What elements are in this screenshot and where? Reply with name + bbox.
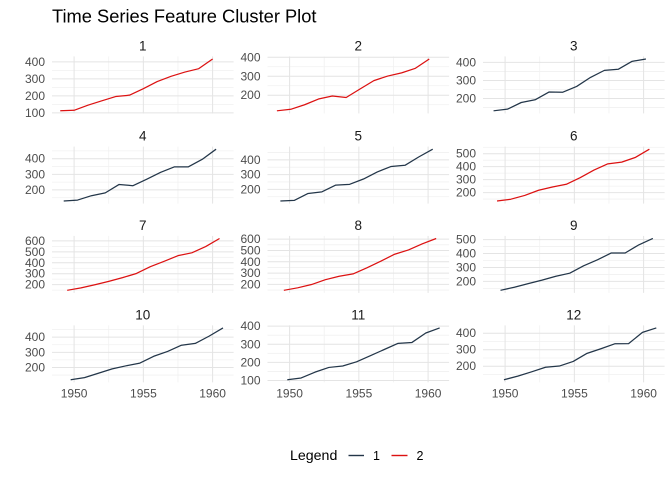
svg-text:200: 200 [456, 359, 476, 373]
svg-text:400: 400 [25, 330, 45, 344]
svg-text:3: 3 [570, 38, 578, 53]
svg-text:2: 2 [417, 449, 424, 463]
svg-text:1955: 1955 [130, 386, 157, 400]
svg-text:400: 400 [456, 55, 476, 69]
svg-text:1960: 1960 [630, 386, 657, 400]
svg-text:10: 10 [135, 307, 150, 322]
svg-text:5: 5 [355, 129, 363, 144]
svg-text:200: 200 [240, 88, 260, 102]
svg-text:1950: 1950 [276, 386, 303, 400]
svg-text:1: 1 [373, 449, 380, 463]
svg-text:1960: 1960 [415, 386, 442, 400]
svg-text:1960: 1960 [199, 386, 226, 400]
svg-text:100: 100 [240, 373, 260, 387]
svg-text:300: 300 [240, 168, 260, 182]
svg-text:400: 400 [240, 255, 260, 269]
svg-text:1955: 1955 [561, 386, 588, 400]
svg-text:400: 400 [25, 152, 45, 166]
svg-text:300: 300 [25, 345, 45, 359]
svg-text:200: 200 [240, 182, 260, 196]
svg-text:300: 300 [456, 343, 476, 357]
svg-text:9: 9 [570, 218, 578, 233]
svg-text:300: 300 [456, 173, 476, 187]
svg-text:1950: 1950 [61, 386, 88, 400]
svg-text:400: 400 [240, 153, 260, 167]
svg-text:400: 400 [25, 256, 45, 270]
svg-text:1955: 1955 [346, 386, 373, 400]
svg-text:200: 200 [25, 89, 45, 103]
svg-text:500: 500 [25, 245, 45, 259]
svg-text:300: 300 [240, 69, 260, 83]
svg-text:500: 500 [456, 233, 476, 247]
svg-text:400: 400 [25, 55, 45, 69]
svg-text:400: 400 [456, 160, 476, 174]
svg-text:400: 400 [240, 319, 260, 333]
svg-text:300: 300 [240, 266, 260, 280]
svg-text:600: 600 [240, 232, 260, 246]
svg-text:4: 4 [139, 129, 147, 144]
svg-text:6: 6 [570, 129, 578, 144]
svg-text:300: 300 [25, 72, 45, 86]
svg-text:11: 11 [351, 307, 365, 322]
svg-text:200: 200 [25, 278, 45, 292]
svg-text:300: 300 [240, 337, 260, 351]
svg-text:500: 500 [240, 243, 260, 257]
svg-text:400: 400 [240, 50, 260, 64]
svg-text:400: 400 [456, 247, 476, 261]
svg-text:1950: 1950 [492, 386, 519, 400]
svg-text:2: 2 [355, 38, 363, 53]
svg-text:500: 500 [456, 147, 476, 161]
svg-text:200: 200 [240, 355, 260, 369]
svg-text:300: 300 [456, 73, 476, 87]
svg-text:200: 200 [25, 360, 45, 374]
svg-text:200: 200 [240, 277, 260, 291]
svg-text:300: 300 [456, 260, 476, 274]
svg-text:200: 200 [456, 186, 476, 200]
svg-text:100: 100 [25, 106, 45, 120]
svg-text:200: 200 [456, 92, 476, 106]
svg-text:8: 8 [355, 218, 363, 233]
svg-text:Time Series Feature Cluster Pl: Time Series Feature Cluster Plot [52, 6, 317, 27]
svg-text:600: 600 [25, 234, 45, 248]
svg-text:Legend: Legend [290, 448, 337, 464]
svg-text:12: 12 [566, 307, 581, 322]
svg-text:400: 400 [456, 326, 476, 340]
svg-text:200: 200 [456, 274, 476, 288]
svg-text:300: 300 [25, 267, 45, 281]
svg-text:200: 200 [25, 183, 45, 197]
svg-text:7: 7 [139, 218, 147, 233]
svg-text:300: 300 [25, 167, 45, 181]
svg-text:1: 1 [139, 38, 147, 53]
